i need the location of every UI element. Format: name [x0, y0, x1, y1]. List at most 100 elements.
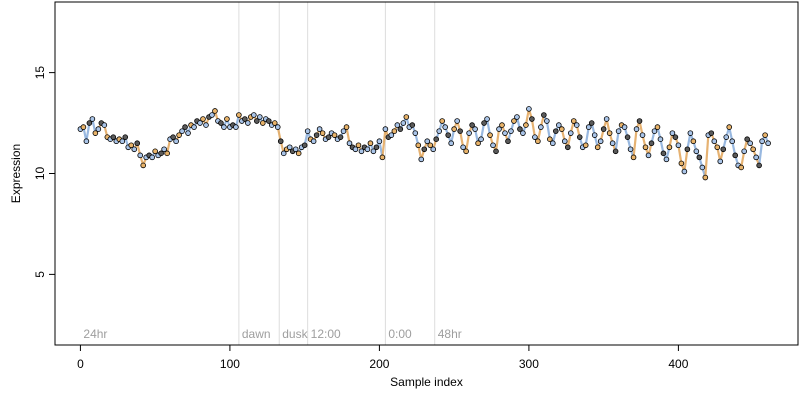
data-point [161, 146, 167, 153]
fit-line-segment [704, 134, 710, 179]
data-point [702, 174, 709, 181]
data-point [693, 148, 700, 155]
data-point [720, 146, 727, 153]
data-point [265, 118, 272, 124]
data-point [271, 120, 278, 126]
data-point [684, 146, 691, 153]
data-point [606, 130, 613, 136]
data-point [600, 126, 607, 132]
x-tick-label: 300 [519, 357, 539, 371]
fit-line-segment [381, 128, 387, 159]
data-point [556, 122, 562, 128]
data-point [179, 128, 185, 134]
data-point [481, 120, 487, 126]
data-point [657, 136, 664, 143]
data-point [663, 156, 670, 163]
data-point [660, 150, 667, 157]
data-point [439, 118, 445, 124]
data-point [176, 132, 182, 138]
data-point [89, 116, 96, 122]
data-point [224, 116, 230, 122]
x-axis-label: Sample index [390, 375, 463, 389]
data-point [466, 130, 472, 136]
data-point [723, 134, 730, 140]
data-point [633, 126, 640, 132]
data-point [535, 138, 541, 145]
data-point [209, 112, 215, 118]
data-points [77, 106, 771, 181]
data-point [654, 124, 661, 130]
data-point [690, 138, 697, 145]
data-point [648, 140, 655, 147]
data-point [245, 120, 251, 126]
data-point [436, 128, 443, 134]
data-point [714, 144, 721, 151]
data-point [573, 122, 580, 128]
data-point [558, 126, 565, 132]
data-point [490, 142, 496, 149]
data-point [164, 150, 170, 157]
data-point [672, 134, 679, 140]
data-point [316, 126, 323, 132]
data-point [738, 164, 744, 171]
data-point [511, 118, 517, 124]
data-point [750, 146, 756, 153]
data-point [505, 138, 511, 145]
data-point [128, 142, 135, 149]
data-point [666, 144, 673, 151]
data-point [457, 128, 463, 134]
data-point [110, 134, 117, 140]
data-point [585, 124, 592, 130]
data-point [257, 114, 263, 120]
data-point [280, 150, 287, 157]
phase-lines [238, 2, 436, 345]
data-point [319, 130, 326, 136]
data-point [221, 124, 227, 130]
data-point [469, 122, 475, 128]
data-point [149, 154, 155, 161]
fit-line-segment [494, 128, 501, 153]
data-point [445, 132, 451, 138]
data-point [561, 138, 568, 145]
data-point [185, 130, 191, 136]
data-point [753, 154, 759, 161]
data-point [642, 144, 649, 151]
data-point [158, 150, 164, 157]
data-point [603, 116, 610, 122]
data-point [681, 168, 688, 175]
data-point [400, 120, 407, 126]
fit-line-segment [683, 148, 689, 173]
phase-label: dawn [242, 327, 271, 341]
phase-label: dusk [282, 327, 308, 341]
data-point [582, 142, 589, 149]
data-point [236, 112, 242, 118]
data-point [594, 144, 601, 151]
data-point [484, 116, 490, 122]
data-point [346, 140, 353, 147]
fit-line-segment [85, 121, 91, 143]
data-point [191, 124, 197, 130]
data-point [502, 130, 508, 136]
data-point [343, 124, 350, 130]
x-tick-label: 200 [369, 357, 389, 371]
data-point [433, 136, 440, 143]
data-point [550, 140, 556, 147]
data-point [612, 148, 619, 155]
data-point [532, 134, 538, 140]
data-point [397, 126, 404, 132]
data-point [286, 144, 293, 151]
data-point [538, 124, 544, 130]
data-point [451, 126, 457, 132]
data-point [496, 126, 502, 132]
data-point [621, 124, 628, 130]
data-point [576, 134, 583, 140]
data-point [101, 122, 108, 128]
data-point [274, 124, 281, 130]
data-point [520, 130, 526, 136]
data-point [711, 138, 718, 145]
data-point [687, 130, 694, 136]
data-point [564, 144, 571, 151]
data-point [304, 128, 311, 134]
data-point [80, 124, 87, 130]
